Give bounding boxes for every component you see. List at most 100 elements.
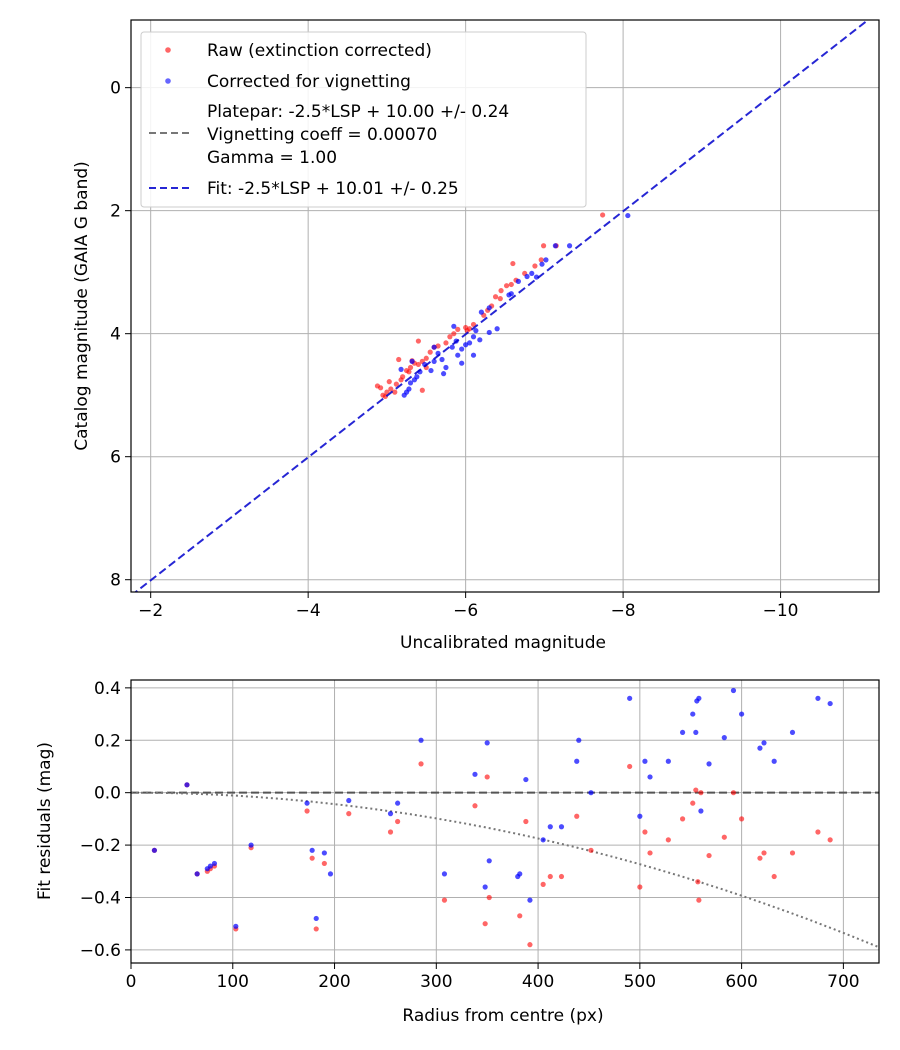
legend-platepar-line-1: Platepar: -2.5*LSP + 10.00 +/- 0.24 [207,102,509,122]
bottom-y-tick-label: −0.6 [80,941,121,961]
bottom-corrected-point [627,695,633,701]
bottom-x-tick-label: 600 [725,972,757,992]
top-raw-point [398,377,404,383]
legend: Raw (extinction corrected) Corrected for… [140,31,587,208]
bottom-raw-point [540,881,546,887]
top-points [374,212,631,400]
top-corrected-point [459,346,465,352]
bottom-corrected-point [574,758,580,764]
top-raw-point [423,355,429,361]
bottom-raw-point [588,847,594,853]
top-x-tick-label: −6 [453,601,478,621]
bottom-raw-point [721,834,727,840]
top-corrected-point [529,270,535,277]
top-corrected-point [451,323,457,329]
bottom-raw-point [730,790,737,796]
top-corrected-point [431,358,437,364]
bottom-raw-point [827,837,833,843]
bottom-corrected-point [637,813,643,819]
bottom-raw-point [472,803,478,809]
bottom-corrected-point [730,687,737,694]
top-y-tick-label: 0 [110,79,121,99]
top-corrected-point [515,278,521,284]
bottom-corrected-point [739,711,745,717]
top-corrected-point [486,305,492,311]
bottom-raw-point [441,897,448,903]
top-corrected-point [566,243,573,249]
bottom-corrected-point [484,740,490,746]
fit-line [134,20,870,592]
top-corrected-point [398,366,404,372]
bottom-raw-point [789,850,796,856]
top-raw-point [415,361,421,368]
top-raw-point [510,260,516,267]
bottom-corrected-point [207,863,213,869]
top-raw-point [470,321,477,328]
top-raw-point [407,364,414,371]
top-raw-point [393,381,399,387]
top-raw-point [503,283,510,289]
bottom-x-tick-label: 500 [624,972,656,992]
bottom-y-tick-label: 0.2 [94,731,121,751]
bottom-points [151,687,833,948]
bottom-raw-point [679,816,686,822]
bottom-raw-point [486,894,492,901]
bottom-raw-point [304,808,310,814]
top-raw-point [447,334,453,340]
top-raw-point [451,331,457,337]
bottom-raw-point [387,829,394,835]
top-corrected-point [411,377,418,383]
bottom-corrected-point [211,860,218,867]
top-corrected-point [524,273,530,280]
top-x-tick-label: −2 [138,601,163,621]
top-corrected-point [478,309,484,315]
bottom-corrected-point [540,837,546,843]
bottom-corrected-point [789,729,796,736]
top-y-tick-label: 8 [110,571,121,591]
top-raw-point [600,212,606,218]
top-corrected-point [473,328,479,334]
bottom-corrected-point [482,884,488,890]
bottom-corrected-point [815,695,821,701]
bottom-axes-frame [130,679,880,964]
top-raw-point [455,326,461,332]
bottom-corrected-point [194,871,200,877]
bottom-x-tick-label: 300 [420,972,452,992]
top-raw-point [464,328,470,334]
bottom-raw-point [346,811,352,817]
bottom-corrected-point [418,737,424,743]
bottom-raw-point [693,787,699,793]
top-raw-point [540,243,547,249]
bottom-raw-point [695,879,701,885]
top-corrected-point [494,326,500,332]
bottom-y-tick-label: −0.4 [80,888,121,908]
top-corrected-point [409,358,415,364]
bottom-corrected-point [761,740,767,746]
bottom-x-tick-label: 700 [827,972,859,992]
bottom-corrected-point [151,847,158,853]
top-raw-point [492,294,499,300]
top-y-axis-label: Catalog magnitude (GAIA G band) [72,161,92,451]
bottom-corrected-point [696,695,702,701]
top-axes-frame [130,19,880,593]
bottom-corrected-point [233,923,239,929]
bottom-corrected-point [523,776,529,783]
top-corrected-point [443,364,449,371]
top-raw-point [532,263,538,269]
bottom-x-tick-label: 0 [126,972,137,992]
bottom-y-axis-label: Fit residuals (mag) [35,742,55,900]
bottom-corrected-point [517,871,523,877]
bottom-y-tick-label: −0.2 [80,836,121,856]
bottom-corrected-point [827,700,833,707]
top-raw-point [498,288,504,294]
bottom-corrected-point [642,758,648,764]
bottom-y-tick-label: 0.4 [94,679,121,699]
top-corrected-point [440,371,447,377]
bottom-corrected-point [441,871,448,877]
bottom-raw-point [815,829,821,835]
bottom-corrected-point [472,771,478,777]
bottom-corrected-point [486,858,492,864]
bottom-raw-point [627,763,633,770]
legend-box [140,31,587,208]
bottom-grid [130,680,879,963]
